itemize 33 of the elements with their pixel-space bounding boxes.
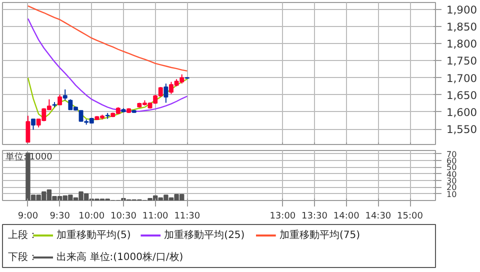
text: 上段： [8,229,38,241]
y-tick-label: 1,550 [446,123,478,136]
x-tick-label: 13:00 [270,212,296,222]
x-tick-label: 14:30 [365,212,392,222]
y-tick-label: 1,900 [446,3,478,16]
x-tick-label: 10:30 [110,212,137,222]
y-tick-label: 50 [446,163,457,172]
y-tick-label: 1,650 [446,88,478,102]
x-tick-label: 13:30 [302,212,328,222]
x-tick-label: 14:00 [333,212,360,222]
y-tick-label: 1,750 [446,54,478,68]
y-tick-label: 60 [446,156,457,166]
y-tick-label: 10 [446,190,457,199]
y-tick-label: 70 [446,150,457,159]
legend-label: 出来高 単位:(1000株/口/枚) [56,251,184,263]
x-tick-label: 9:00 [18,212,38,222]
legend-label: 加重移動平均(25) [164,229,245,241]
y-tick-label: 1,800 [446,38,478,51]
legend-label: 加重移動平均(5) [56,229,131,241]
legend-label: 加重移動平均(75) [279,229,360,241]
x-tick-label: 9:30 [50,212,70,222]
y-tick-label: 1,600 [446,106,478,119]
text: 下段： [8,251,38,263]
y-tick-label: 1,850 [446,20,478,34]
y-tick-label: 1,700 [446,72,478,85]
annotation: 単位: 1000 [6,152,53,162]
x-tick-label: 11:00 [142,212,169,222]
x-tick-label: 15:00 [397,212,424,222]
y-tick-label: 30 [446,176,457,186]
y-tick-label: 40 [446,170,457,179]
x-tick-label: 11:30 [174,212,200,222]
y-tick-label: 20 [446,183,457,192]
x-tick-label: 10:00 [78,212,105,222]
